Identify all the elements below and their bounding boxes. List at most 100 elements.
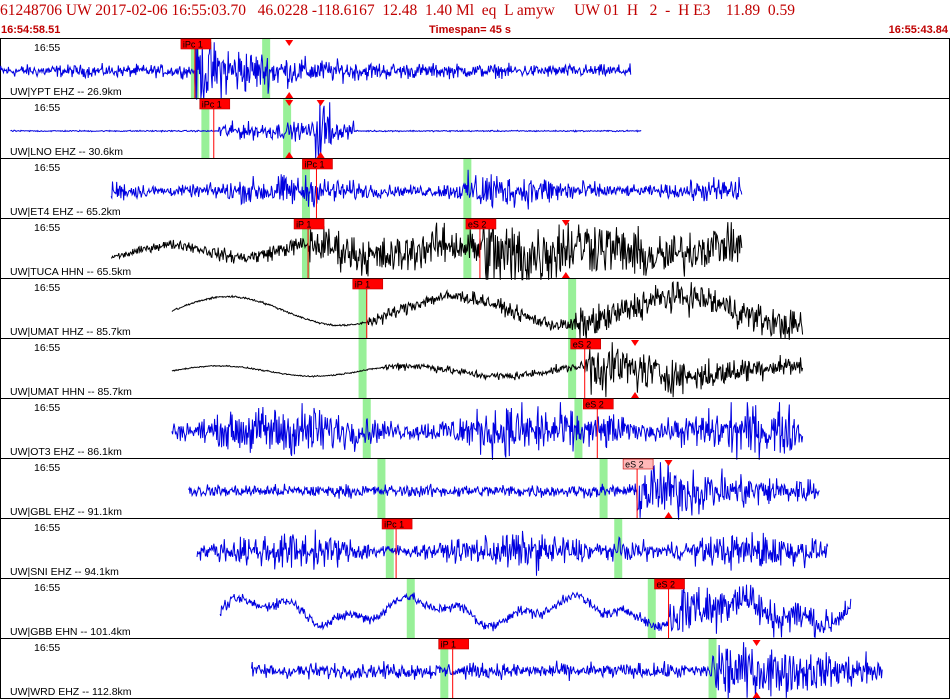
theoretical-arrival-band bbox=[647, 579, 656, 638]
phase-pick-flag[interactable] bbox=[199, 98, 231, 110]
event-summary-line: 61248706 UW 2017-02-06 16:55:03.70 46.02… bbox=[0, 2, 796, 19]
arrival-marker-icon bbox=[631, 340, 640, 346]
waveform-trace bbox=[171, 402, 804, 460]
trace-row[interactable]: eS 2 16:55 UW|GBL EHZ -- 91.1km bbox=[0, 458, 950, 520]
phase-pick-label: eS 2 bbox=[585, 400, 604, 410]
station-label: UW|WRD EHZ -- 112.8km bbox=[10, 686, 132, 698]
station-label: UW|LNO EHZ -- 30.6km bbox=[10, 146, 123, 158]
arrival-marker-icon bbox=[631, 392, 640, 398]
phase-pick-flag[interactable] bbox=[352, 278, 384, 290]
trace-row-border bbox=[0, 278, 950, 339]
arrival-marker-icon bbox=[285, 40, 294, 46]
trace-time-label: 16:55 bbox=[34, 282, 60, 294]
phase-pick-label: eS 2 bbox=[468, 220, 487, 230]
waveform-trace bbox=[10, 102, 642, 160]
trace-row-border bbox=[0, 338, 950, 399]
phase-pick-label: iPc 1 bbox=[183, 40, 203, 50]
trace-time-label: 16:55 bbox=[34, 462, 60, 474]
arrival-marker-icon bbox=[664, 460, 673, 466]
trace-time-label: 16:55 bbox=[34, 162, 60, 174]
phase-pick-flag[interactable] bbox=[622, 458, 654, 470]
start-time-label: 16:54:58.51 bbox=[1, 24, 61, 36]
trace-time-label: 16:55 bbox=[34, 342, 60, 354]
trace-row[interactable]: eS 2 16:55 UW|OT3 EHZ -- 86.1km bbox=[0, 398, 950, 460]
arrival-marker-icon bbox=[752, 640, 761, 646]
theoretical-arrival-band bbox=[301, 219, 310, 278]
phase-pick-label: iP 1 bbox=[441, 640, 456, 650]
phase-pick-flag[interactable] bbox=[381, 518, 413, 530]
waveform-trace bbox=[219, 584, 852, 639]
phase-pick-flag[interactable] bbox=[465, 218, 497, 230]
theoretical-arrival-band bbox=[568, 279, 577, 338]
waveform-trace bbox=[110, 169, 743, 210]
trace-row[interactable]: iPc 1 16:55 UW|LNO EHZ -- 30.6km bbox=[0, 98, 950, 160]
theoretical-arrival-band bbox=[358, 339, 367, 398]
station-label: UW|GBL EHZ -- 91.1km bbox=[10, 506, 122, 518]
trace-row-border bbox=[0, 578, 950, 639]
trace-time-label: 16:55 bbox=[34, 102, 60, 114]
station-label: UW|OT3 EHZ -- 86.1km bbox=[10, 446, 122, 458]
phase-pick-label: iPc 1 bbox=[384, 520, 404, 530]
theoretical-arrival-band bbox=[385, 519, 394, 578]
theoretical-arrival-band bbox=[377, 459, 386, 518]
phase-pick-flag[interactable] bbox=[582, 398, 614, 410]
trace-row[interactable]: eS 2 16:55 UW|UMAT HHN -- 85.7km bbox=[0, 338, 950, 399]
phase-pick-flag[interactable] bbox=[293, 218, 325, 230]
arrival-marker-icon bbox=[316, 152, 325, 158]
station-label: UW|SNI EHZ -- 94.1km bbox=[10, 566, 119, 578]
arrival-marker-icon bbox=[752, 692, 761, 698]
arrival-marker-icon bbox=[285, 100, 294, 106]
waveform-trace bbox=[196, 529, 829, 576]
time-axis-bar: 16:54:58.51 Timespan= 45 s 16:55:43.84 bbox=[0, 24, 950, 38]
trace-time-label: 16:55 bbox=[34, 642, 60, 654]
theoretical-arrival-band bbox=[201, 99, 210, 158]
phase-pick-flag[interactable] bbox=[302, 158, 333, 170]
phase-pick-flag[interactable] bbox=[438, 638, 469, 650]
phase-pick-label: iP 1 bbox=[355, 280, 370, 290]
end-time-label: 16:55:43.84 bbox=[888, 24, 948, 36]
station-label: UW|UMAT HHZ -- 85.7km bbox=[10, 326, 131, 338]
theoretical-arrival-band bbox=[708, 639, 717, 698]
trace-row[interactable]: iPc 1 16:55 UW|SNI EHZ -- 94.1km bbox=[0, 518, 950, 579]
waveform-trace bbox=[0, 41, 632, 100]
trace-row[interactable]: iP 1 16:55 UW|WRD EHZ -- 112.8km bbox=[0, 638, 950, 700]
station-label: UW|ET4 EHZ -- 65.2km bbox=[10, 206, 121, 218]
arrival-marker-icon bbox=[664, 512, 673, 518]
phase-pick-label: eS 2 bbox=[657, 580, 676, 590]
trace-row[interactable]: iP 1 eS 2 16:55 UW|TUCA HHN -- 65.5km bbox=[0, 218, 950, 281]
trace-time-label: 16:55 bbox=[34, 222, 60, 234]
arrival-marker-icon bbox=[316, 100, 325, 106]
phase-pick-label: iP 1 bbox=[296, 220, 311, 230]
phase-pick-label: iPc 1 bbox=[304, 160, 324, 170]
station-label: UW|TUCA HHN -- 65.5km bbox=[10, 266, 131, 278]
phase-pick-label: eS 2 bbox=[573, 340, 592, 350]
theoretical-arrival-band bbox=[362, 399, 371, 458]
waveform-trace bbox=[188, 462, 820, 520]
phase-pick-flag[interactable] bbox=[654, 578, 685, 590]
trace-row-border bbox=[0, 398, 950, 459]
trace-time-label: 16:55 bbox=[34, 42, 60, 54]
seismogram-panel[interactable]: iPc 1 16:55 UW|YPT EHZ -- 26.9km iPc 1 16:55… bbox=[0, 38, 950, 700]
arrival-marker-icon bbox=[561, 220, 570, 226]
waveform-trace bbox=[110, 222, 743, 281]
trace-time-label: 16:55 bbox=[34, 582, 60, 594]
arrival-marker-icon bbox=[285, 92, 294, 98]
trace-row-border bbox=[0, 98, 950, 159]
theoretical-arrival-band bbox=[358, 279, 367, 338]
phase-pick-flag[interactable] bbox=[180, 38, 212, 50]
arrival-marker-icon bbox=[561, 272, 570, 278]
trace-time-label: 16:55 bbox=[34, 402, 60, 414]
station-label: UW|UMAT HHN -- 85.7km bbox=[10, 386, 132, 398]
trace-row[interactable]: iPc 1 16:55 UW|ET4 EHZ -- 65.2km bbox=[0, 158, 950, 219]
trace-row[interactable]: iP 1 16:55 UW|UMAT HHZ -- 85.7km bbox=[0, 278, 950, 340]
station-label: UW|YPT EHZ -- 26.9km bbox=[10, 86, 122, 98]
waveform-trace bbox=[251, 642, 883, 700]
phase-pick-label: eS 2 bbox=[625, 460, 644, 470]
station-label: UW|GBB EHN -- 101.4km bbox=[10, 626, 131, 638]
phase-pick-label: iPc 1 bbox=[202, 100, 222, 110]
timespan-label: Timespan= 45 s bbox=[429, 24, 512, 36]
waveform-trace bbox=[171, 280, 804, 340]
phase-pick-flag[interactable] bbox=[570, 338, 602, 350]
trace-row[interactable]: eS 2 16:55 UW|GBB EHN -- 101.4km bbox=[0, 578, 950, 639]
trace-row[interactable]: iPc 1 16:55 UW|YPT EHZ -- 26.9km bbox=[0, 38, 950, 100]
